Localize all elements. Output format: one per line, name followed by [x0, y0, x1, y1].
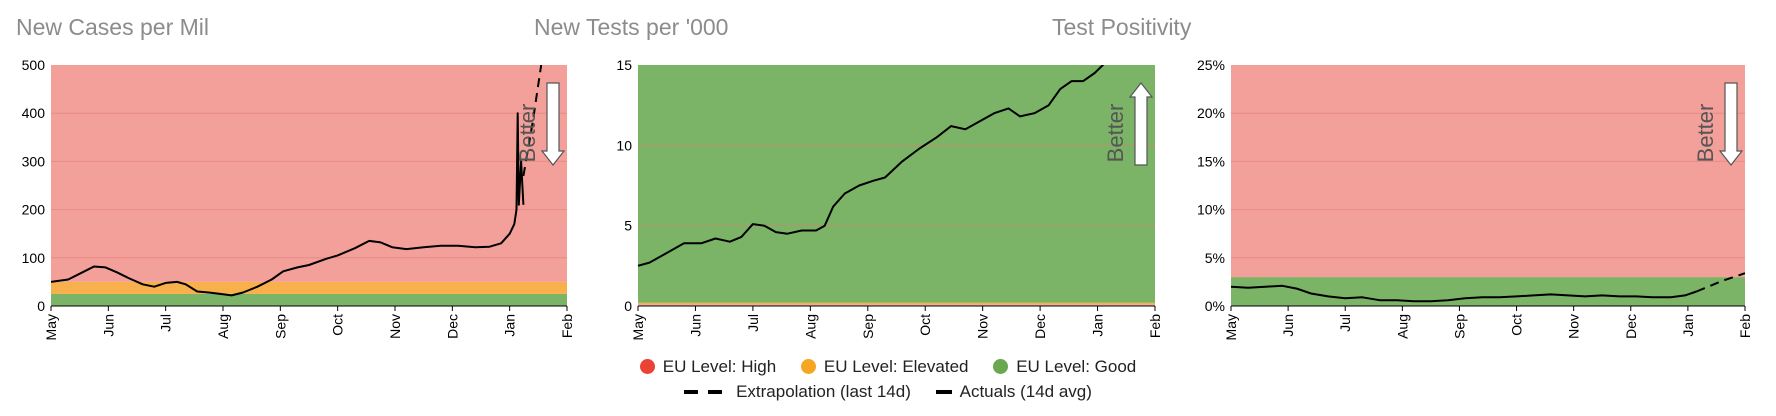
series-actuals-positivity	[1231, 284, 1697, 303]
y-tick-label-cases: 500	[22, 57, 46, 73]
x-tick-label-tests: Jan	[1090, 314, 1106, 337]
legend-row-levels: EU Level: High EU Level: Elevated EU Lev…	[0, 356, 1776, 377]
y-tick-label-tests: 15	[616, 57, 632, 73]
legend-actuals-label: Actuals (14d avg)	[959, 381, 1092, 401]
x-tick-label-positivity: Dec	[1623, 314, 1639, 339]
series-extrapolation-tests	[1106, 49, 1118, 62]
legend-good-label: EU Level: Good	[1016, 356, 1137, 376]
arrow-up-icon	[1128, 82, 1154, 166]
x-tick-label-cases: Jul	[158, 314, 174, 332]
x-tick-label-tests: Jun	[687, 314, 703, 337]
x-tick-label-positivity: Jul	[1337, 314, 1353, 332]
x-tick-label-tests: Dec	[1032, 314, 1048, 339]
series-actuals-tests	[638, 65, 1105, 267]
band-elevated-cases	[51, 281, 567, 294]
better-annotation-positivity: Better	[1693, 104, 1718, 163]
y-tick-label-positivity: 25%	[1197, 57, 1225, 73]
dashed-line-icon	[684, 390, 729, 395]
y-tick-label-tests: 10	[616, 137, 632, 153]
band-high-positivity	[1231, 65, 1745, 278]
x-tick-label-cases: Nov	[387, 314, 403, 339]
x-tick-label-cases: Oct	[330, 314, 346, 336]
y-tick-label-cases: 400	[22, 105, 46, 121]
x-tick-label-tests: Sep	[860, 314, 876, 339]
x-tick-label-cases: Feb	[559, 314, 575, 338]
legend-elevated-label: EU Level: Elevated	[823, 356, 969, 376]
band-good-cases	[51, 293, 567, 306]
x-tick-label-cases: May	[43, 314, 59, 340]
chart-title-cases: New Cases per Mil	[16, 14, 209, 40]
legend-elevated-dot-icon	[800, 358, 816, 374]
x-tick-label-tests: Feb	[1147, 314, 1163, 338]
band-high-tests	[638, 304, 1155, 306]
arrow-down-icon	[540, 82, 566, 166]
x-tick-label-cases: Sep	[272, 314, 288, 339]
y-tick-label-positivity: 15%	[1197, 153, 1225, 169]
x-tick-label-cases: Dec	[444, 314, 460, 339]
legend-row-lines: Extrapolation (last 14d) Actuals (14d av…	[0, 381, 1776, 402]
legend-high-dot-icon	[639, 358, 655, 374]
better-annotation-tests: Better	[1103, 104, 1128, 163]
y-tick-label-positivity: 10%	[1197, 202, 1225, 218]
arrow-down-icon	[1718, 82, 1744, 166]
legend-actuals[interactable]: Actuals (14d avg)	[935, 381, 1092, 402]
x-tick-label-positivity: Nov	[1566, 314, 1582, 339]
series-actuals-cases	[51, 112, 525, 297]
y-tick-label-cases: 0	[37, 298, 45, 314]
band-good-tests	[638, 65, 1155, 303]
solid-line-icon	[935, 390, 952, 395]
legend-high-label: EU Level: High	[662, 356, 777, 376]
x-tick-label-positivity: Aug	[1394, 314, 1410, 339]
legend-extrapolation-label: Extrapolation (last 14d)	[736, 381, 911, 401]
x-tick-label-tests: May	[630, 314, 646, 340]
y-tick-label-tests: 5	[624, 218, 632, 234]
legend-good[interactable]: EU Level: Good	[993, 357, 1136, 377]
x-tick-label-tests: Nov	[975, 314, 991, 339]
legend-high[interactable]: EU Level: High	[639, 356, 777, 377]
x-tick-label-positivity: Jun	[1280, 314, 1296, 337]
x-tick-label-cases: Jan	[502, 314, 518, 337]
x-tick-label-positivity: May	[1223, 314, 1239, 340]
y-tick-label-tests: 0	[624, 298, 632, 314]
x-tick-label-cases: Jun	[100, 314, 116, 337]
x-tick-label-positivity: Jan	[1680, 314, 1696, 337]
band-elevated-tests	[638, 302, 1155, 305]
series-extrapolation-cases	[522, 65, 543, 177]
band-high-cases	[51, 65, 567, 282]
x-tick-label-cases: Aug	[215, 314, 231, 339]
legend-good-dot-icon	[993, 358, 1009, 374]
x-tick-label-positivity: Sep	[1451, 314, 1467, 339]
y-tick-label-cases: 100	[22, 250, 46, 266]
y-tick-label-cases: 200	[22, 202, 46, 218]
y-tick-label-cases: 300	[22, 153, 46, 169]
legend-elevated[interactable]: EU Level: Elevated	[800, 356, 969, 377]
chart-title-tests: New Tests per '000	[534, 14, 729, 40]
band-good-positivity	[1231, 277, 1745, 306]
y-tick-label-positivity: 5%	[1205, 250, 1225, 266]
better-annotation-cases: Better	[515, 104, 540, 163]
x-tick-label-tests: Jul	[745, 314, 761, 332]
y-tick-label-positivity: 20%	[1197, 105, 1225, 121]
x-tick-label-positivity: Oct	[1509, 314, 1525, 336]
x-tick-label-positivity: Feb	[1737, 314, 1753, 338]
x-tick-label-tests: Oct	[917, 314, 933, 336]
x-tick-label-tests: Aug	[802, 314, 818, 339]
chart-title-positivity: Test Positivity	[1052, 14, 1192, 40]
legend-extrapolation[interactable]: Extrapolation (last 14d)	[684, 382, 911, 402]
y-tick-label-positivity: 0%	[1205, 298, 1225, 314]
